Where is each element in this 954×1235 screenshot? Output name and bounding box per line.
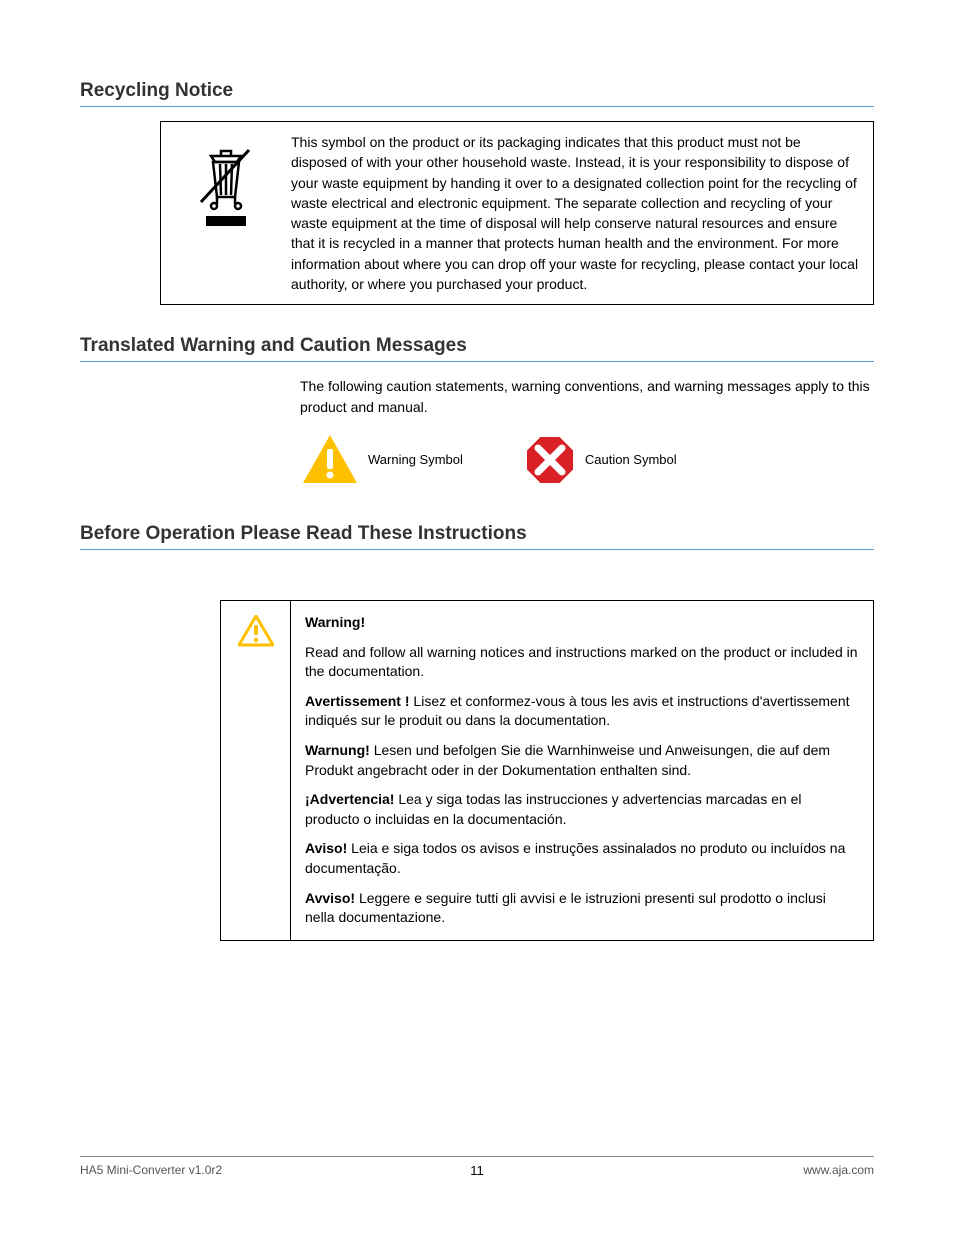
warning-pt-label: Aviso!: [305, 840, 347, 856]
warning-fr-label: Avertissement !: [305, 693, 410, 709]
recycling-box: This symbol on the product or its packag…: [160, 121, 874, 305]
warning-symbol-item: Warning Symbol: [300, 433, 463, 487]
caution-stop-icon: [523, 433, 577, 487]
warning-it-text: Leggere e seguire tutti gli avvisi e le …: [305, 890, 826, 926]
warning-de-text: Lesen und befolgen Sie die Warnhinweise …: [305, 742, 830, 778]
before-op-heading: Before Operation Please Read These Instr…: [80, 523, 874, 550]
symbols-row: Warning Symbol Caution Symbol: [300, 433, 874, 487]
caution-symbol-item: Caution Symbol: [523, 433, 677, 487]
page-footer: HA5 Mini-Converter v1.0r2 11 www.aja.com: [80, 1156, 874, 1177]
warning-triangle-icon: [300, 433, 360, 487]
footer-right: www.aja.com: [803, 1163, 874, 1177]
caution-symbol-label: Caution Symbol: [585, 452, 677, 467]
warning-table: Warning! Read and follow all warning not…: [220, 600, 874, 941]
recycling-heading: Recycling Notice: [80, 80, 874, 107]
warning-symbol-label: Warning Symbol: [368, 452, 463, 467]
warning-es-label: ¡Advertencia!: [305, 791, 394, 807]
footer-left: HA5 Mini-Converter v1.0r2: [80, 1163, 222, 1177]
warning-pt-text: Leia e siga todos os avisos e instruções…: [305, 840, 845, 876]
weee-icon-cell: [171, 132, 281, 294]
translated-heading: Translated Warning and Caution Messages: [80, 335, 874, 362]
warning-it-label: Avviso!: [305, 890, 355, 906]
warning-en: Read and follow all warning notices and …: [305, 643, 859, 682]
translated-intro: The following caution statements, warnin…: [300, 376, 874, 417]
weee-icon: [191, 142, 261, 232]
warning-de-label: Warnung!: [305, 742, 370, 758]
footer-page-number: 11: [470, 1163, 484, 1178]
warning-body: Warning! Read and follow all warning not…: [291, 601, 873, 940]
warning-icon-cell: [221, 601, 291, 940]
recycling-text: This symbol on the product or its packag…: [281, 132, 859, 294]
warning-title: Warning!: [305, 614, 365, 630]
warning-triangle-small-icon: [238, 615, 274, 647]
